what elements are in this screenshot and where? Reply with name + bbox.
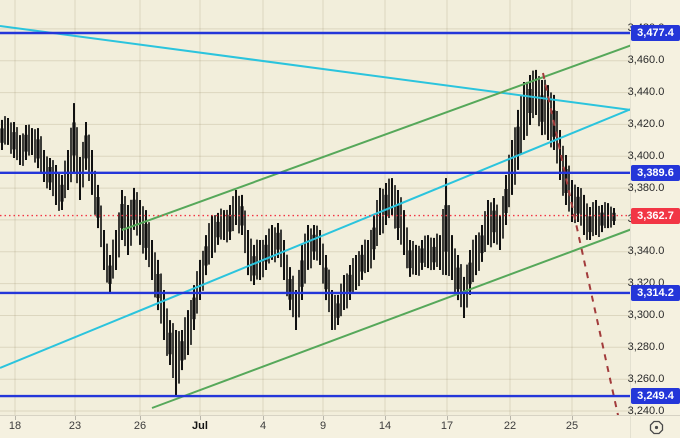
channel-green-upper[interactable]: [121, 44, 630, 231]
axis-corner: [630, 415, 680, 438]
time-axis-tickmark: [263, 416, 264, 420]
trendline-cyan-ascending[interactable]: [0, 108, 630, 369]
projection-red-dashed[interactable]: [542, 72, 623, 415]
price-axis-tick: 3,380.0: [627, 181, 665, 194]
price-axis-tick: 3,460.0: [627, 54, 665, 67]
time-axis-tickmark: [447, 416, 448, 420]
channel-green-lower[interactable]: [151, 228, 630, 409]
trendline-cyan-descending[interactable]: [0, 25, 630, 111]
time-axis-tickmark: [140, 416, 141, 420]
time-axis-label: 4: [259, 420, 267, 432]
grid-lines: [0, 0, 630, 415]
price-axis-tick: 3,420.0: [627, 117, 665, 130]
time-axis-tickmark: [385, 416, 386, 420]
time-axis-tickmark: [572, 416, 573, 420]
current-price-tag[interactable]: 3,362.7: [631, 207, 680, 224]
time-axis-label: 18: [8, 420, 22, 432]
candlestick-series: [0, 69, 616, 395]
price-level-tag[interactable]: 3,249.4: [631, 388, 680, 405]
time-axis-tickmark: [15, 416, 16, 420]
time-axis-label: 22: [503, 420, 517, 432]
settings-gear-icon[interactable]: [647, 419, 665, 437]
time-axis-tickmark: [510, 416, 511, 420]
plot-canvas[interactable]: [0, 0, 630, 415]
price-axis-tick: 3,300.0: [627, 308, 665, 321]
time-axis-label: 25: [565, 420, 579, 432]
price-level-tag[interactable]: 3,477.4: [631, 25, 680, 41]
time-axis-label: 14: [378, 420, 392, 432]
price-axis-tick: 3,340.0: [627, 245, 665, 258]
price-axis-tick: 3,440.0: [627, 86, 665, 99]
price-axis-tick: 3,280.0: [627, 340, 665, 353]
time-axis-label: Jul: [192, 420, 208, 432]
price-axis-tick: 3,400.0: [627, 149, 665, 162]
time-axis-tickmark: [200, 416, 201, 420]
price-level-tag[interactable]: 3,314.2: [631, 284, 680, 301]
price-axis-tick: 3,240.0: [627, 404, 665, 417]
time-axis-label: 9: [319, 420, 327, 432]
time-axis-tickmark: [323, 416, 324, 420]
price-axis-tick: 3,260.0: [627, 372, 665, 385]
price-level-tag[interactable]: 3,389.6: [631, 164, 680, 181]
time-axis-label: 26: [133, 420, 147, 432]
time-axis-tickmark: [75, 416, 76, 420]
time-axis-label: 17: [440, 420, 454, 432]
time-axis[interactable]: 18 23 26 Jul 4 9 14 17 22 25: [0, 415, 630, 438]
chart-plot-area[interactable]: [0, 0, 630, 415]
price-axis[interactable]: 3,480.03,460.03,440.03,420.03,400.03,380…: [628, 0, 680, 417]
time-axis-label: 23: [68, 420, 82, 432]
